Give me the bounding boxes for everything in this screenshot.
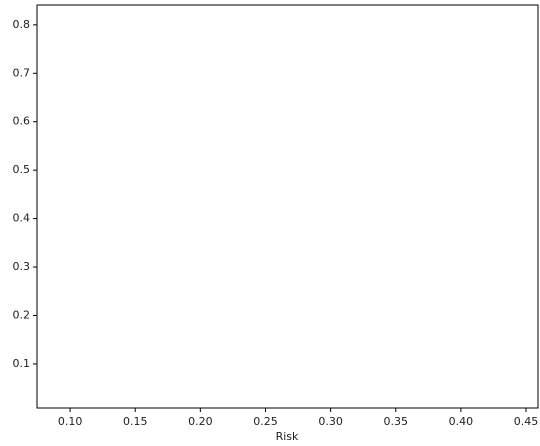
x-tick-label: 0.25: [253, 415, 278, 428]
y-tick-label: 0.5: [13, 163, 31, 176]
plot-frame: [36, 4, 539, 409]
y-tick-label: 0.1: [13, 357, 31, 370]
x-tick-label: 0.30: [318, 415, 343, 428]
x-tick-label: 0.15: [123, 415, 148, 428]
y-tick-label: 0.4: [13, 212, 31, 225]
x-axis-label: Risk: [276, 430, 299, 443]
x-tick-label: 0.10: [58, 415, 83, 428]
y-tick-label: 0.7: [13, 66, 31, 79]
y-tick-label: 0.3: [13, 260, 31, 273]
x-tick-label: 0.40: [449, 415, 474, 428]
y-tick-label: 0.2: [13, 308, 31, 321]
y-tick-label: 0.8: [13, 18, 31, 31]
y-tick-label: 0.6: [13, 115, 31, 128]
x-tick-label: 0.35: [384, 415, 409, 428]
x-tick-label: 0.45: [514, 415, 539, 428]
x-tick-label: 0.20: [188, 415, 213, 428]
